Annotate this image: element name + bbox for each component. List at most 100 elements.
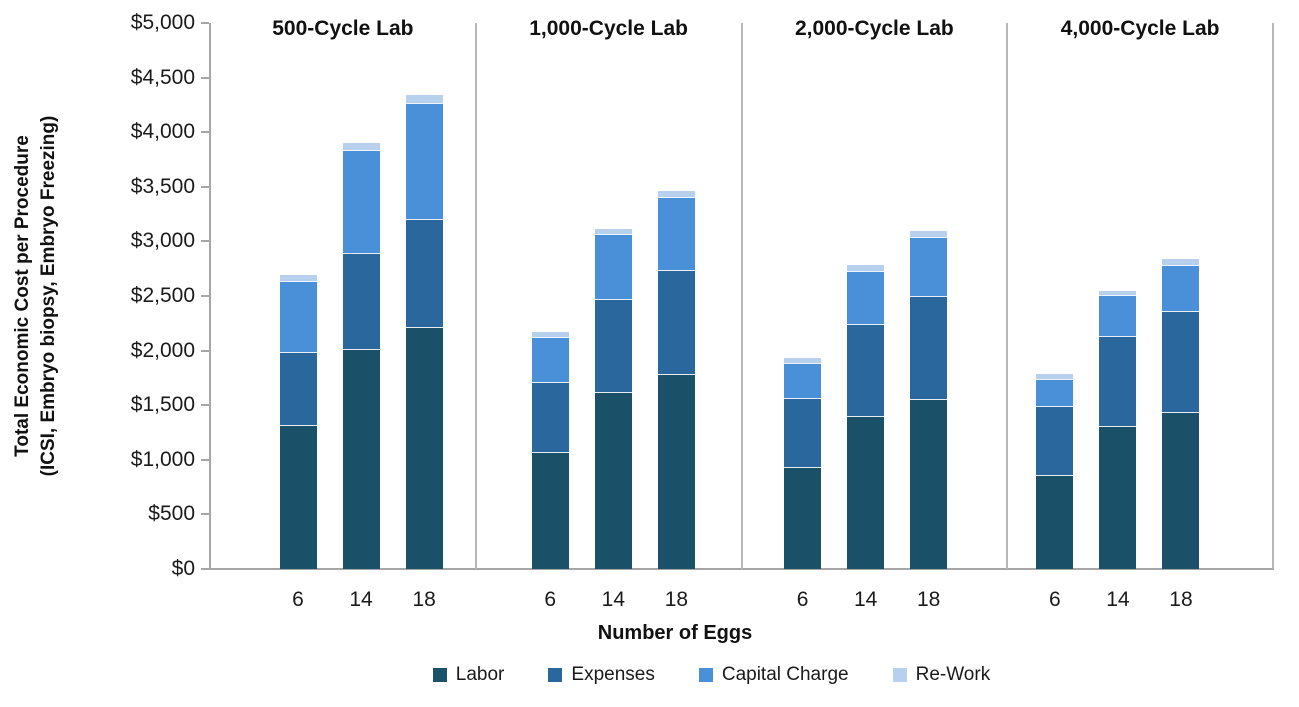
x-tick-label: 6 (796, 588, 809, 611)
bar-segment-expenses (910, 295, 948, 399)
bar-segment-capital-charge (531, 336, 569, 383)
stacked-bar-1-000-cycle-lab-eggs-6 (531, 332, 569, 569)
bar-segment-labor (342, 349, 380, 569)
stacked-bar-1-000-cycle-lab-eggs-14 (594, 228, 632, 569)
y-tick-label: $5,000 (130, 11, 195, 34)
bar-segment-expenses (405, 219, 443, 327)
y-tick-mark (201, 349, 209, 352)
y-tick-label: $3,000 (130, 229, 195, 253)
bar-segment-expenses (279, 352, 317, 425)
x-tick-label: 18 (412, 588, 436, 611)
x-tick-label: 18 (1169, 588, 1193, 611)
y-axis-line (209, 23, 211, 570)
y-tick-label: $0 (171, 557, 195, 580)
bar-segment-expenses (342, 253, 380, 350)
bar-segment-labor (405, 326, 443, 569)
legend-label: Expenses (571, 664, 655, 685)
bar-segment-re-work (910, 231, 948, 238)
y-tick-label: $1,500 (130, 393, 195, 417)
x-axis-line (209, 568, 1274, 570)
x-tick-label: 18 (664, 588, 689, 611)
bar-segment-capital-charge (910, 237, 948, 296)
x-axis-title: Number of Eggs (597, 622, 753, 644)
bar-segment-expenses (1162, 310, 1200, 412)
y-tick-mark (201, 458, 209, 461)
bar-segment-capital-charge (1162, 265, 1200, 311)
y-tick-label: $1,000 (130, 447, 195, 471)
stacked-bar-4-000-cycle-lab-eggs-6 (1036, 374, 1074, 569)
y-tick-mark (201, 131, 209, 134)
x-tick-label: 14 (853, 588, 878, 611)
y-tick-mark (201, 76, 209, 79)
bar-segment-expenses (784, 397, 822, 467)
bar-segment-re-work (784, 358, 822, 364)
bar-segment-labor (657, 373, 695, 569)
legend-label: Re-Work (915, 664, 991, 685)
bar-segment-capital-charge (1099, 295, 1137, 336)
stacked-bar-500-cycle-lab-eggs-18 (405, 95, 443, 569)
bar-segment-capital-charge (594, 234, 632, 299)
legend-item-labor: Labor (432, 664, 505, 686)
panel-divider (474, 23, 477, 569)
bar-segment-expenses (847, 323, 885, 416)
bar-segment-capital-charge (847, 271, 885, 324)
panel-title: 4,000-Cycle Lab (1060, 17, 1220, 40)
x-tick-label: 14 (349, 588, 373, 611)
bar-segment-capital-charge (342, 150, 380, 254)
y-tick-label: $4,500 (130, 65, 195, 89)
y-tick-mark (201, 185, 209, 188)
bar-segment-labor (847, 415, 885, 569)
y-tick-label: $2,500 (130, 284, 195, 307)
stacked-bar-4-000-cycle-lab-eggs-18 (1162, 259, 1200, 569)
y-tick-label: $2,000 (130, 338, 195, 362)
bar-segment-labor (1099, 426, 1137, 569)
y-tick-mark (201, 513, 209, 516)
panel-title: 2,000-Cycle Lab (794, 17, 954, 40)
legend-label: Capital Charge (721, 664, 849, 685)
legend-swatch-icon (432, 668, 447, 682)
panel-title: 1,000-Cycle Lab (529, 17, 688, 40)
plot-right-border (1272, 23, 1274, 569)
bar-segment-re-work (847, 265, 885, 272)
y-tick-label: $3,500 (130, 174, 195, 198)
stacked-bar-500-cycle-lab-eggs-14 (342, 143, 380, 569)
bar-segment-re-work (594, 228, 632, 235)
bar-segment-expenses (594, 298, 632, 392)
x-tick-label: 18 (917, 588, 941, 611)
bar-segment-re-work (342, 143, 380, 151)
bar-segment-re-work (1036, 374, 1074, 379)
legend-swatch-icon (548, 668, 563, 682)
bar-segment-expenses (1099, 335, 1137, 427)
bar-segment-capital-charge (279, 280, 317, 353)
bar-segment-re-work (531, 332, 569, 337)
y-axis-title: Total Economic Cost per Procedure (ICSI,… (10, 116, 62, 477)
y-tick-mark (201, 404, 209, 407)
legend-item-expenses: Expenses (548, 664, 655, 686)
y-tick-label: $4,000 (130, 120, 195, 144)
legend: Labor Expenses Capital Charge Re-Work (180, 660, 1243, 690)
stacked-bar-2-000-cycle-lab-eggs-6 (784, 358, 822, 569)
bar-segment-labor (279, 424, 317, 569)
y-tick-mark (201, 295, 209, 297)
x-tick-label: 14 (601, 588, 626, 611)
y-tick-label: $500 (148, 502, 195, 526)
x-tick-label: 6 (544, 588, 557, 611)
y-tick-mark (201, 240, 209, 243)
stacked-bar-500-cycle-lab-eggs-6 (279, 274, 317, 569)
bar-segment-re-work (279, 274, 317, 281)
x-tick-label: 14 (1106, 588, 1130, 611)
legend-label: Labor (455, 664, 505, 685)
y-tick-mark (201, 568, 209, 570)
bar-segment-capital-charge (1036, 378, 1074, 407)
y-tick-mark (201, 22, 209, 24)
bar-segment-labor (784, 466, 822, 569)
bar-segment-expenses (531, 382, 569, 453)
panel-title: 500-Cycle Lab (272, 17, 414, 40)
bar-segment-expenses (1036, 406, 1074, 476)
legend-item-re-work: Re-Work (892, 664, 991, 686)
bar-segment-labor (1036, 475, 1074, 569)
x-tick-label: 6 (292, 588, 304, 611)
bar-segment-re-work (1099, 290, 1137, 296)
panel-divider (1006, 23, 1009, 569)
